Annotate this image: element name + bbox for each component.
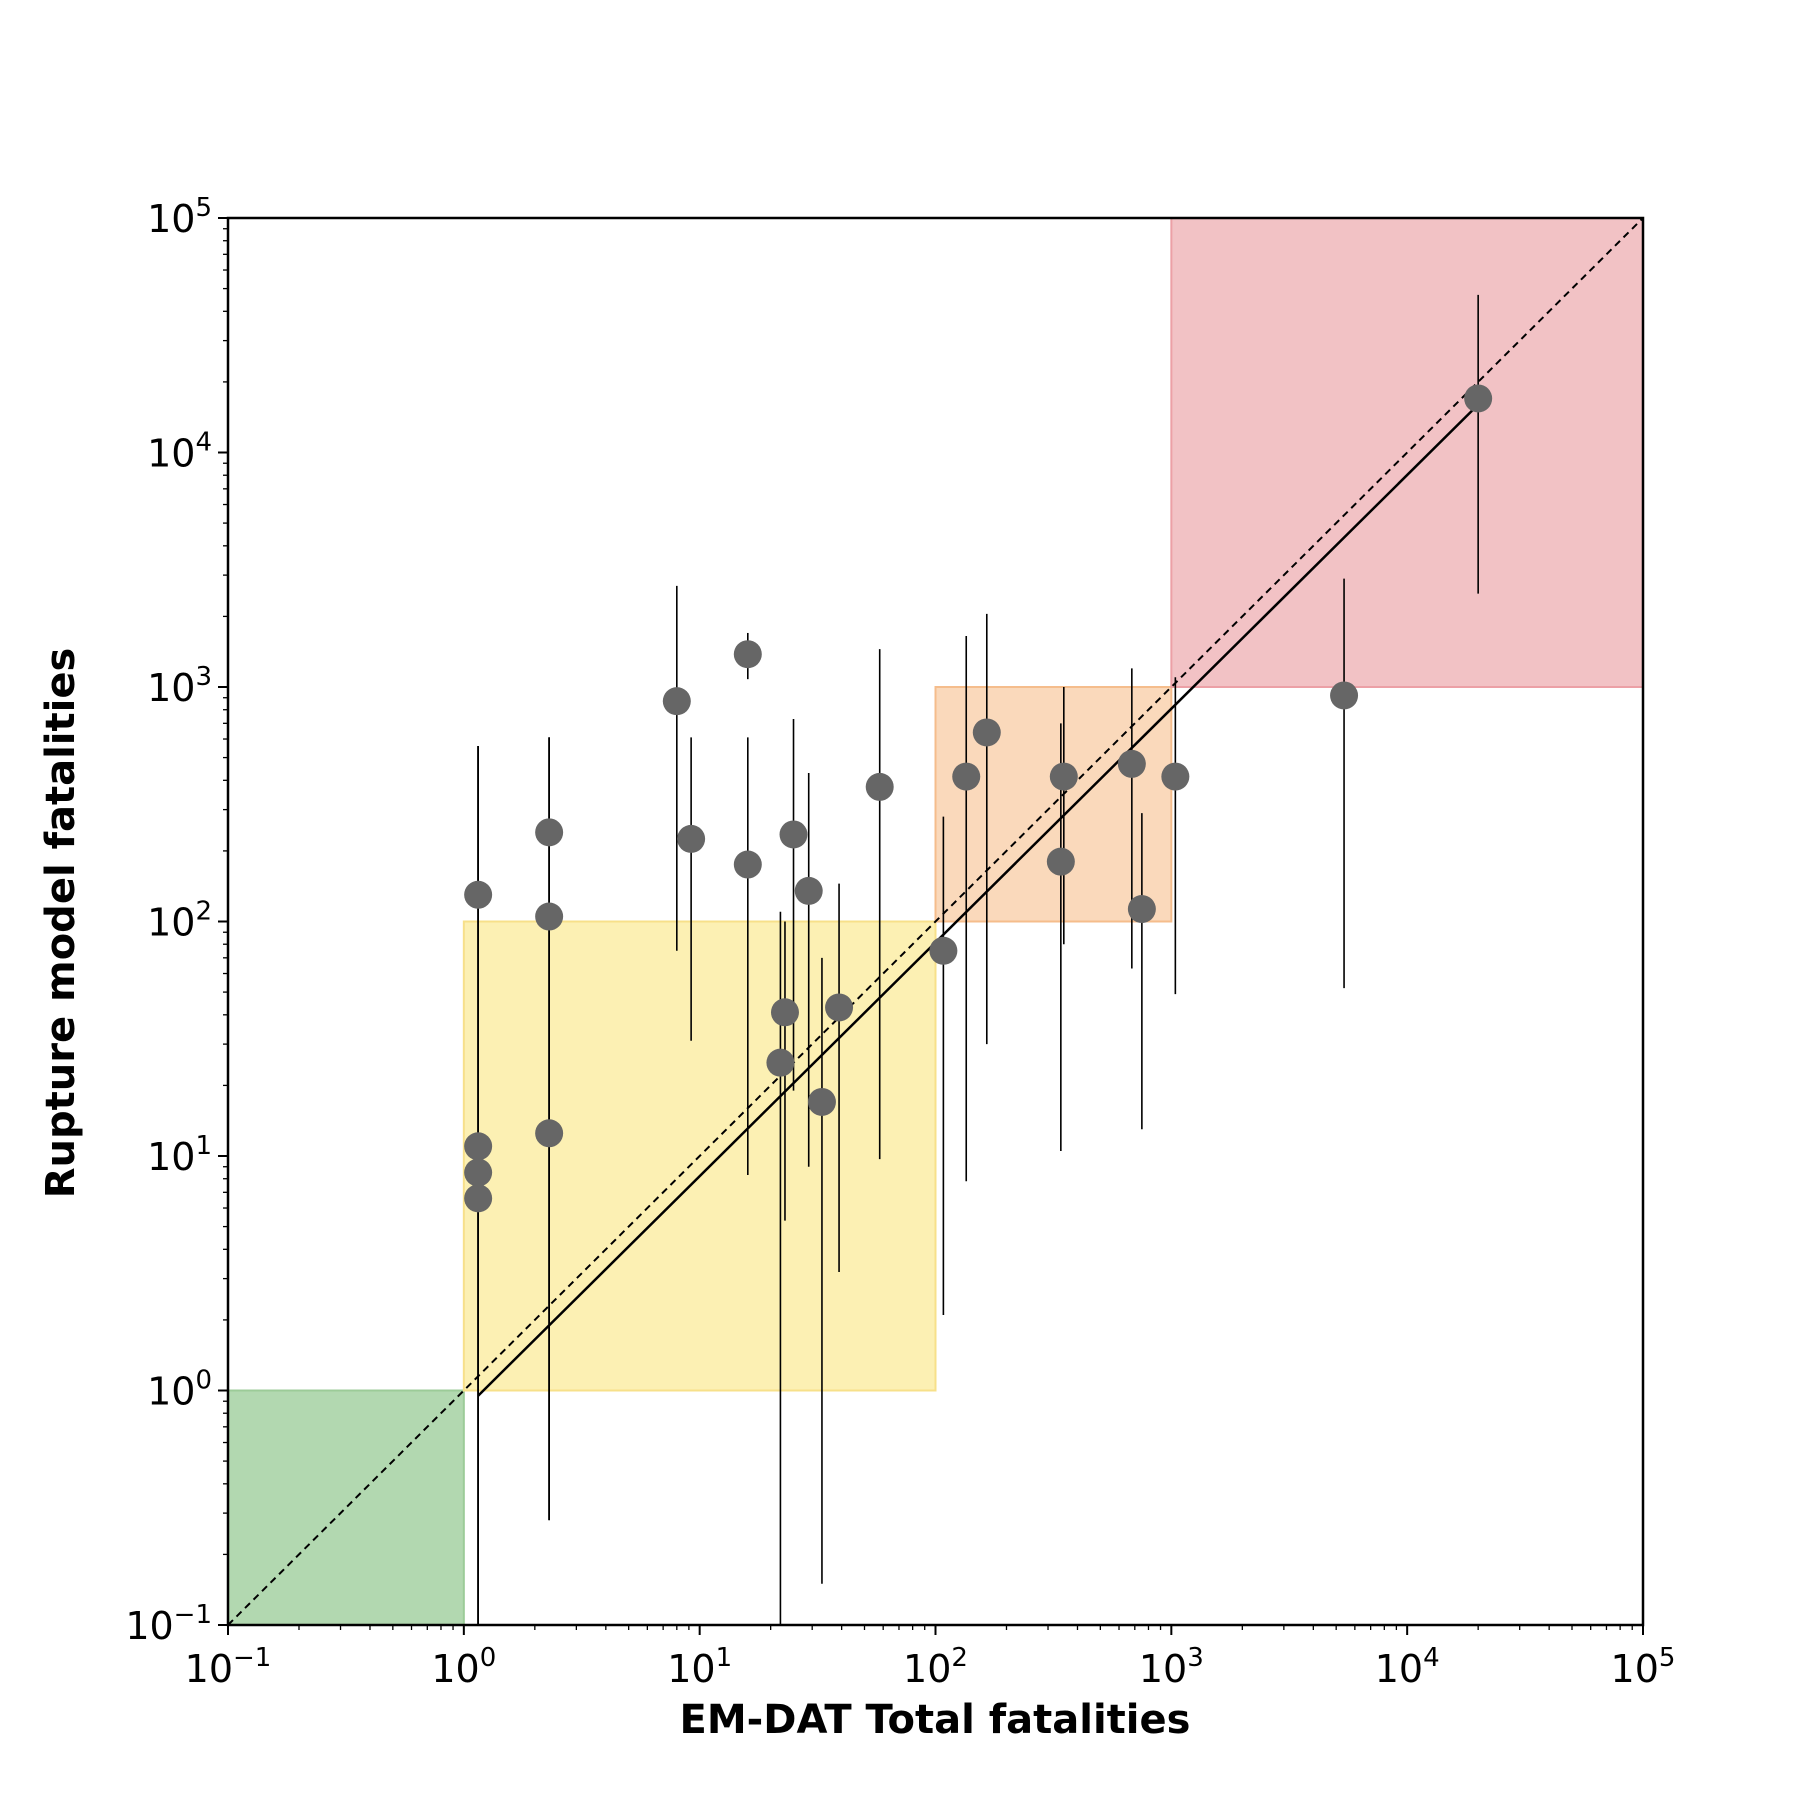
tick-label-base: 10	[147, 197, 195, 241]
data-point	[1117, 749, 1146, 778]
y-tick-label: 105	[147, 193, 212, 241]
tick-label-exponent: 4	[1423, 1643, 1440, 1673]
y-tick-label: 102	[147, 897, 212, 945]
tick-label-base: 10	[125, 1604, 173, 1648]
x-tick-label: 10−1	[185, 1643, 272, 1691]
data-point	[825, 993, 854, 1022]
data-point	[733, 640, 762, 669]
data-point	[677, 824, 706, 853]
y-tick-label: 100	[147, 1366, 212, 1414]
x-axis-title: EM-DAT Total fatalities	[680, 1697, 1191, 1743]
tick-label-base: 10	[147, 432, 195, 476]
data-point	[1330, 681, 1359, 710]
tick-label-base: 10	[185, 1647, 233, 1691]
tick-label-base: 10	[1375, 1647, 1423, 1691]
x-tick-label: 105	[1611, 1643, 1676, 1691]
x-tick-label: 103	[1139, 1643, 1204, 1691]
tick-label-exponent: 0	[480, 1643, 497, 1673]
data-point	[662, 687, 691, 716]
data-point	[1127, 895, 1156, 924]
tick-label-exponent: 5	[1659, 1643, 1676, 1673]
data-point	[733, 850, 762, 879]
fit-line	[477, 403, 1480, 1397]
tick-label-base: 10	[667, 1647, 715, 1691]
data-point	[929, 936, 958, 965]
data-point	[1464, 384, 1493, 413]
data-point	[464, 880, 493, 909]
tick-label-exponent: 4	[195, 428, 212, 458]
tick-label-base: 10	[1139, 1647, 1187, 1691]
tick-label-exponent: 3	[195, 662, 212, 692]
data-point	[464, 1184, 493, 1213]
data-point	[766, 1048, 795, 1077]
data-point	[1161, 762, 1190, 791]
tick-label-base: 10	[1611, 1647, 1659, 1691]
data-point	[779, 820, 808, 849]
y-tick-label: 101	[147, 1131, 212, 1179]
data-point	[535, 1119, 564, 1148]
y-tick-label: 103	[147, 662, 212, 710]
y-tick-label: 104	[147, 428, 212, 476]
y-axis-title: Rupture model fatalities	[38, 648, 84, 1199]
tick-label-exponent: 1	[716, 1643, 733, 1673]
y-tick-label: 10−1	[125, 1600, 212, 1648]
tick-label-exponent: −1	[233, 1643, 271, 1673]
one-to-one-dashed-line	[227, 217, 1644, 1626]
tick-label-base: 10	[431, 1647, 479, 1691]
x-tick-label: 104	[1375, 1643, 1440, 1691]
x-tick-label: 100	[431, 1643, 496, 1691]
data-point	[952, 762, 981, 791]
data-point	[807, 1087, 836, 1116]
tick-label-base: 10	[147, 1135, 195, 1179]
data-point	[794, 876, 823, 905]
data-point	[770, 998, 799, 1027]
x-tick-label: 101	[667, 1643, 732, 1691]
data-point	[972, 718, 1001, 747]
tick-label-exponent: 5	[195, 193, 212, 223]
tick-label-base: 10	[147, 666, 195, 710]
tick-label-exponent: 3	[1187, 1643, 1204, 1673]
x-axis-ticks: 10−1 100 101 102 103 104 105	[185, 1625, 1676, 1691]
tick-label-exponent: 1	[195, 1131, 212, 1161]
tick-label-exponent: 2	[195, 897, 212, 927]
x-tick-label: 102	[903, 1643, 968, 1691]
tick-label-exponent: −1	[174, 1600, 212, 1630]
tick-label-exponent: 0	[195, 1366, 212, 1396]
reference-lines	[227, 217, 1644, 1626]
data-point	[1049, 762, 1078, 791]
data-point	[464, 1158, 493, 1187]
data-point	[865, 772, 894, 801]
tick-label-base: 10	[147, 1370, 195, 1414]
tick-label-base: 10	[147, 901, 195, 945]
tick-label-base: 10	[903, 1647, 951, 1691]
data-points	[464, 384, 1493, 1213]
data-point	[1046, 847, 1075, 876]
data-point	[535, 818, 564, 847]
data-point	[464, 1132, 493, 1161]
data-point	[535, 902, 564, 931]
tick-label-exponent: 2	[951, 1643, 968, 1673]
